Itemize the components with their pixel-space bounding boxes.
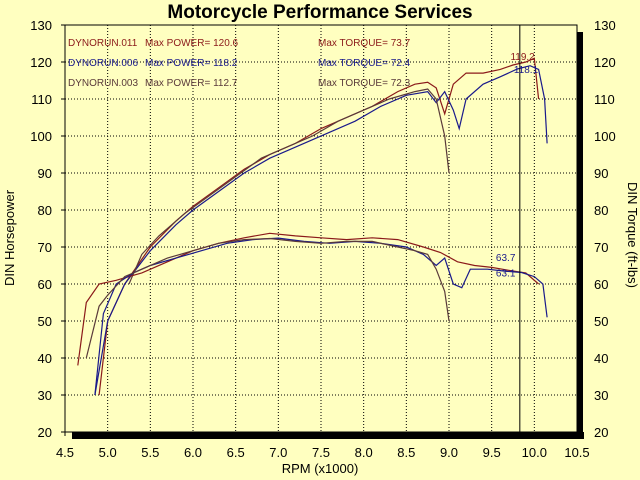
x-tick-label: 10.5 xyxy=(564,445,589,460)
y-axis-ticks: 20 30 40 50 60 70 80 90 100 110 120 130 xyxy=(30,18,65,440)
y2-tick-label: 80 xyxy=(594,203,608,218)
y-tick-label: 80 xyxy=(38,203,52,218)
y-tick-label: 40 xyxy=(38,351,52,366)
y2-tick-label: 100 xyxy=(594,129,616,144)
y2-tick-label: 60 xyxy=(594,277,608,292)
y2-tick-label: 130 xyxy=(594,18,616,33)
x-tick-label: 7.5 xyxy=(312,445,330,460)
data-label: 119.2 xyxy=(510,52,535,63)
frame-shadow-bottom xyxy=(72,432,584,439)
y2-tick-label: 30 xyxy=(594,388,608,403)
y2-tick-label: 20 xyxy=(594,425,608,440)
x-tick-label: 8.5 xyxy=(397,445,415,460)
x-axis-label: RPM (x1000) xyxy=(282,461,359,476)
legend: DYNORUN.011 Max POWER= 120.6 Max TORQUE= 7… xyxy=(68,38,411,89)
y2-axis-label: DIN Torque (ft-lbs) xyxy=(625,182,640,288)
data-label: 63.7 xyxy=(496,253,516,264)
y2-tick-label: 70 xyxy=(594,240,608,255)
y2-tick-label: 40 xyxy=(594,351,608,366)
y-axis-label: DIN Horsepower xyxy=(2,189,17,286)
series-line-torque xyxy=(77,232,539,366)
legend-run-name: DYNORUN.011 xyxy=(68,38,138,49)
y-tick-label: 50 xyxy=(38,314,52,329)
x-tick-label: 10.0 xyxy=(522,445,547,460)
legend-max-torque: Max TORQUE= 73.7 xyxy=(318,38,411,49)
y-tick-label: 20 xyxy=(38,425,52,440)
chart-title: Motorcycle Performance Services xyxy=(167,2,472,23)
y-tick-label: 30 xyxy=(38,388,52,403)
x-tick-label: 5.0 xyxy=(99,445,117,460)
annotations: 119.2 118.1 63.7 63.1 xyxy=(496,52,539,279)
x-axis-ticks: 4.5 5.0 5.5 6.0 6.5 7.0 7.5 8.0 8.5 9.0 9.5 10.0 10.… xyxy=(56,432,590,460)
y-tick-label: 60 xyxy=(38,277,52,292)
legend-max-power: Max POWER= 112.7 xyxy=(145,78,238,89)
x-tick-label: 4.5 xyxy=(56,445,74,460)
x-tick-label: 8.0 xyxy=(355,445,373,460)
y2-tick-label: 90 xyxy=(594,166,608,181)
x-tick-label: 6.5 xyxy=(227,445,245,460)
legend-max-torque: Max TORQUE= 72.3 xyxy=(318,78,411,89)
x-tick-label: 6.0 xyxy=(184,445,202,460)
y2-tick-label: 120 xyxy=(594,55,616,70)
legend-max-power: Max POWER= 118.2 xyxy=(145,58,238,69)
y-tick-label: 110 xyxy=(31,92,52,107)
x-tick-label: 9.0 xyxy=(440,445,458,460)
frame-shadow-right xyxy=(577,32,583,439)
legend-max-torque: Max TORQUE= 72.4 xyxy=(318,58,411,69)
x-tick-label: 7.0 xyxy=(269,445,287,460)
y-tick-label: 130 xyxy=(30,18,52,33)
y-tick-label: 90 xyxy=(38,166,52,181)
legend-max-power: Max POWER= 120.6 xyxy=(145,38,239,49)
y-tick-label: 100 xyxy=(30,129,52,144)
y2-tick-label: 110 xyxy=(594,92,615,107)
legend-run-name: DYNORUN.003 xyxy=(68,78,138,89)
series-line-power xyxy=(94,65,548,396)
y2-tick-label: 50 xyxy=(594,314,608,329)
legend-run-name: DYNORUN.006 xyxy=(68,58,138,69)
y2-axis-ticks: 20 30 40 50 60 70 80 90 100 110 120 130 xyxy=(594,18,616,440)
y-tick-label: 120 xyxy=(30,55,52,70)
series-line-torque xyxy=(85,237,450,359)
x-tick-label: 5.5 xyxy=(141,445,159,460)
series-layer xyxy=(77,57,548,396)
series-line-power xyxy=(128,88,450,285)
data-label: 63.1 xyxy=(496,269,516,280)
data-label: 118.1 xyxy=(514,65,539,76)
x-tick-label: 9.5 xyxy=(483,445,501,460)
y-tick-label: 70 xyxy=(38,240,52,255)
